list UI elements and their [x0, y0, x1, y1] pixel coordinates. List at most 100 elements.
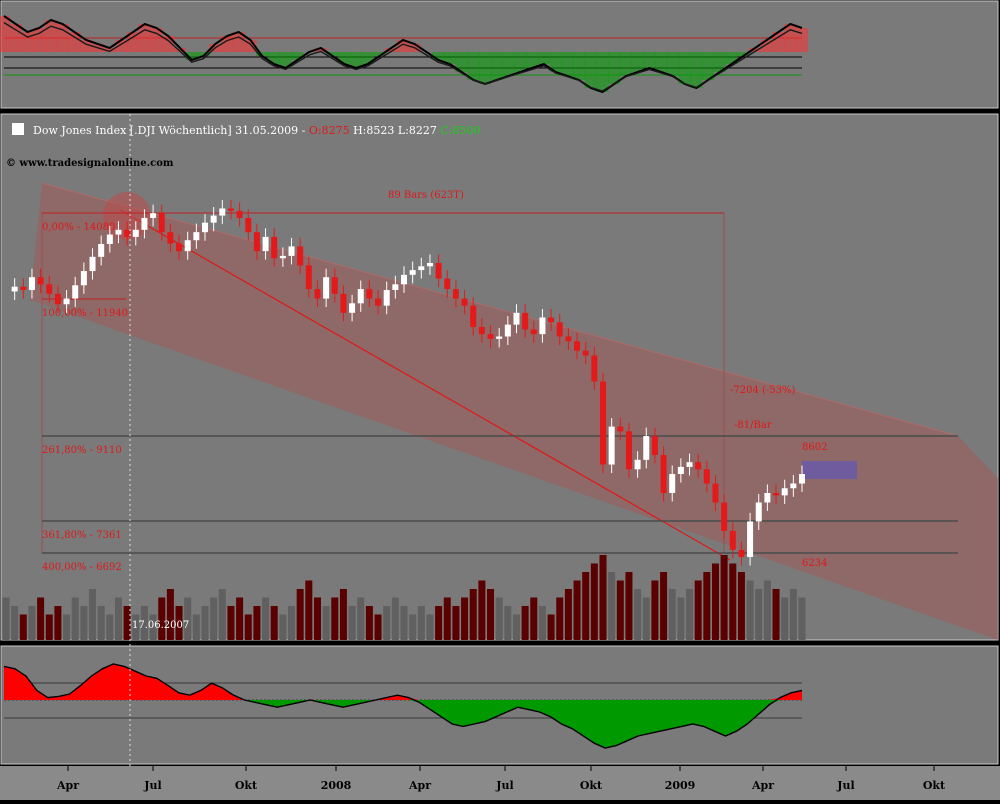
fibonacci-levels: 0,00% - 14080 100,00% - 11940 261,80% - 91…	[42, 212, 958, 573]
candle-body	[426, 262, 433, 267]
candle-body	[496, 336, 503, 339]
volume-bar	[417, 606, 425, 640]
volume-bar	[11, 606, 19, 640]
volume-bar	[244, 614, 252, 640]
upper-oscillator-line	[3, 15, 803, 94]
volume-bar	[763, 580, 771, 640]
volume-bar	[599, 555, 607, 640]
volume-bar	[28, 606, 36, 640]
candle-body	[245, 217, 252, 233]
volume-bar	[80, 606, 88, 640]
lower-value-label: 6234	[802, 558, 827, 569]
candle-body	[202, 222, 208, 233]
candle-body	[28, 277, 35, 291]
candle-body	[600, 381, 606, 465]
candle-body	[401, 274, 407, 285]
projection-box	[802, 461, 857, 479]
date-marker-label: 17.06.2007	[132, 620, 189, 631]
upper-signal-line	[3, 22, 803, 92]
candle-body	[556, 322, 563, 337]
candle-body	[297, 246, 304, 266]
volume-bar	[590, 563, 598, 640]
candle-body	[747, 521, 754, 558]
volume-bar	[114, 597, 122, 640]
candle-body	[418, 266, 425, 271]
candle-body	[288, 246, 295, 256]
volume-bar	[711, 563, 719, 640]
candle-body	[634, 459, 641, 470]
volume-bar	[504, 606, 512, 640]
candle-body	[625, 431, 632, 470]
candle-body	[729, 530, 736, 550]
volume-bar	[37, 597, 45, 640]
candle-body	[141, 217, 148, 230]
candle-body	[721, 502, 728, 531]
volume-bar	[218, 589, 226, 640]
volume-bar	[175, 606, 183, 640]
volume-bar	[642, 597, 650, 640]
candle-body	[54, 293, 61, 305]
candle-body	[582, 350, 589, 356]
volume-bar	[746, 580, 754, 640]
candle-body	[409, 270, 416, 275]
volume-bar	[227, 606, 235, 640]
candle-body	[176, 243, 183, 252]
x-tick-label: Jul	[495, 779, 513, 792]
candle-body	[20, 286, 27, 291]
volume-bar	[625, 572, 633, 640]
volume-bar	[443, 597, 451, 640]
volume-bar	[452, 606, 460, 640]
candle-body	[323, 277, 330, 299]
candle-body	[651, 436, 658, 456]
candle-body	[150, 213, 157, 218]
target-label: -7204 (-53%)	[730, 385, 796, 396]
volume-bar	[339, 589, 347, 640]
volume-bar	[781, 597, 789, 640]
candle-body	[124, 229, 131, 237]
candle-body	[781, 488, 788, 496]
volume-bar	[651, 580, 659, 640]
candle-body	[158, 213, 165, 233]
candle-body	[565, 336, 572, 342]
volume-bar	[547, 614, 555, 640]
volume-bar	[149, 614, 157, 640]
lower-oscillator-line	[3, 663, 803, 749]
candle-body	[435, 262, 442, 279]
volume-bar	[2, 597, 10, 640]
volume-bar	[97, 606, 105, 640]
volume-bar	[192, 614, 200, 640]
candle-body	[89, 256, 96, 272]
candle-body	[167, 232, 174, 244]
volume-bar	[608, 572, 616, 640]
volume-bar	[703, 572, 711, 640]
volume-bar	[564, 589, 572, 640]
peak-marker	[103, 192, 151, 240]
candle-body	[470, 305, 477, 328]
candle-body	[504, 324, 511, 337]
fib-label: 261,80% - 9110	[42, 445, 122, 456]
volume-bar	[279, 614, 287, 640]
volume-bar	[409, 614, 417, 640]
candle-body	[132, 229, 139, 237]
x-tick-label: Okt	[235, 779, 258, 792]
candle-body	[331, 277, 338, 294]
candle-body	[314, 289, 321, 299]
candle-body	[37, 277, 44, 285]
volume-bar	[331, 597, 339, 640]
volume-bar	[573, 580, 581, 640]
candle-body	[539, 317, 546, 335]
candle-body	[305, 265, 312, 290]
candle-body	[219, 208, 226, 216]
candle-body	[210, 215, 217, 223]
lower-positive-area	[4, 664, 802, 700]
upper-value-label: 8602	[802, 442, 827, 453]
volume-bar	[521, 606, 529, 640]
candle-body	[703, 469, 710, 484]
candle-body	[513, 312, 520, 325]
candle-body	[522, 312, 529, 330]
volume-bar	[677, 597, 685, 640]
x-axis: Apr Jul Okt 2008 Apr Jul Okt 2009 Apr Jul Okt	[56, 766, 946, 792]
volume-bar	[461, 597, 469, 640]
volume-bar	[538, 606, 546, 640]
